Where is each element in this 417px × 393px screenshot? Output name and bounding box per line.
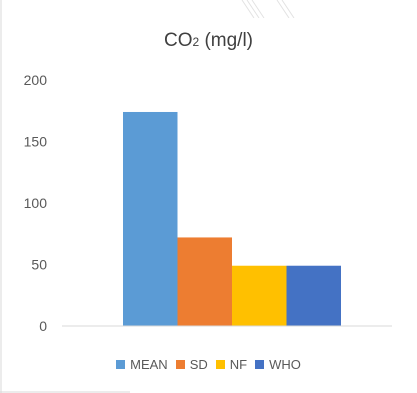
legend-swatch [255,360,265,369]
y-tick-label: 200 [24,72,48,88]
chart-title: CO2 (mg/l) [0,30,417,52]
decorative-watermark-lines [241,0,295,18]
legend-swatch [215,360,225,369]
bar-sd [177,237,232,326]
y-tick-label: 100 [24,195,48,211]
bars [123,111,341,326]
bar-mean [123,111,178,326]
legend-label: NF [229,357,248,372]
y-tick-label: 0 [39,318,47,334]
title-rest: (mg/l) [199,30,253,51]
legend-label: WHO [269,357,301,372]
legend-item-sd: SD [175,357,208,372]
bar-who [286,265,341,326]
bar-nf [232,265,287,326]
legend-swatch [175,360,185,369]
title-subscript: 2 [192,35,200,49]
legend-item-who: WHO [255,357,301,372]
title-main: CO [163,30,193,51]
legend-swatch [116,360,126,369]
y-axis-tick-labels: 0 50 100 150 200 [24,72,48,334]
legend: MEAN SD NF WHO [0,357,417,372]
legend-item-mean: MEAN [116,357,168,372]
y-tick-label: 50 [31,257,47,273]
legend-item-nf: NF [215,357,248,372]
legend-label: SD [189,357,208,372]
y-tick-label: 150 [24,134,48,150]
legend-label: MEAN [130,357,168,372]
